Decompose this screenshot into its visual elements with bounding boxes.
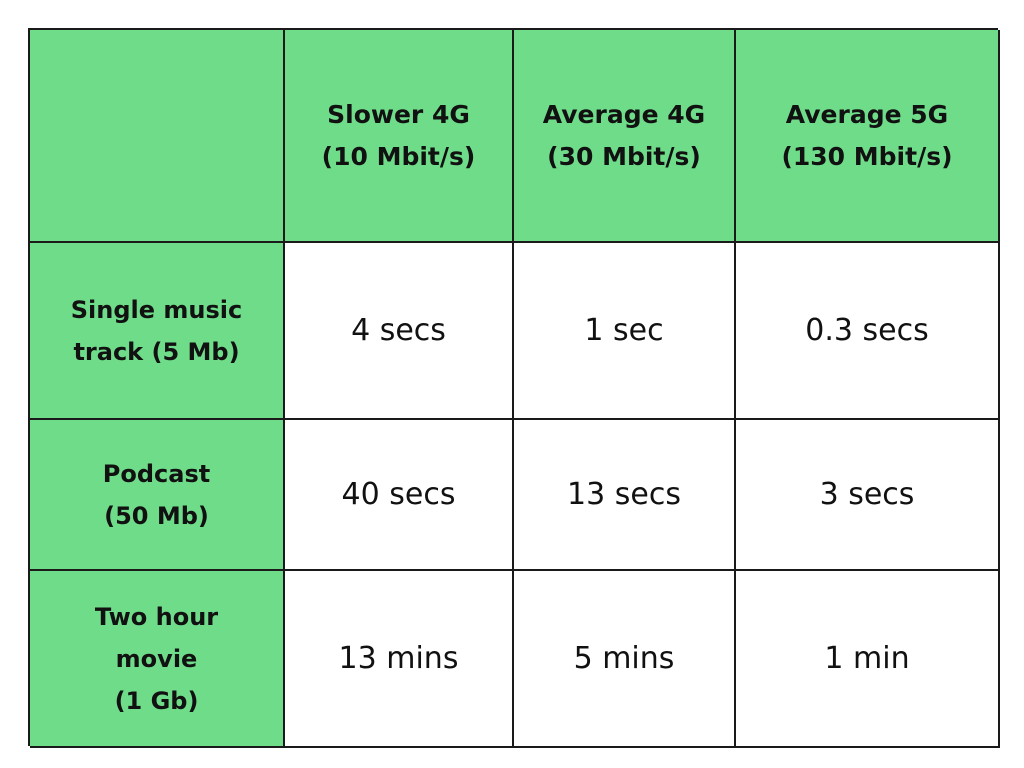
column-header-average-5g: Average 5G (130 Mbit/s) — [736, 30, 1000, 243]
column-header-slower-4g: Slower 4G (10 Mbit/s) — [285, 30, 514, 243]
corner-cell — [30, 30, 285, 243]
table-cell: 1 sec — [514, 243, 736, 420]
table-cell: 13 mins — [285, 571, 514, 748]
table-cell: 5 mins — [514, 571, 736, 748]
table-cell: 3 secs — [736, 420, 1000, 571]
column-header-average-4g: Average 4G (30 Mbit/s) — [514, 30, 736, 243]
download-time-table: Slower 4G (10 Mbit/s) Average 4G (30 Mbi… — [28, 28, 1000, 748]
row-header-movie: Two hour movie (1 Gb) — [30, 571, 285, 748]
table-cell: 4 secs — [285, 243, 514, 420]
table-cell: 40 secs — [285, 420, 514, 571]
table-cell: 0.3 secs — [736, 243, 1000, 420]
row-header-music-track: Single music track (5 Mb) — [30, 243, 285, 420]
table-cell: 13 secs — [514, 420, 736, 571]
table-cell: 1 min — [736, 571, 1000, 748]
row-header-podcast: Podcast (50 Mb) — [30, 420, 285, 571]
